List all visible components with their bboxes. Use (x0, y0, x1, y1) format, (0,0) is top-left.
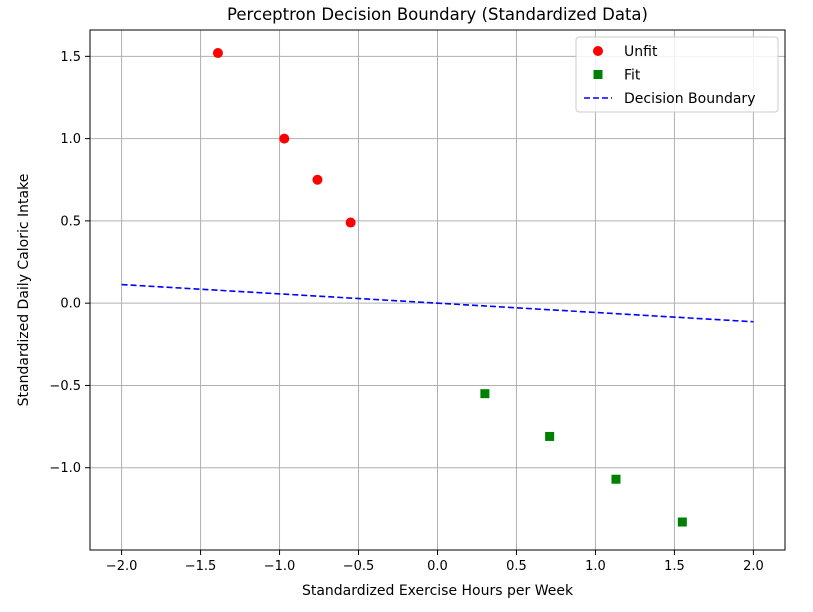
y-axis-label: Standardized Daily Caloric Intake (16, 174, 32, 407)
axis-ticks: −2.0 −1.5 −1.0 −0.5 0.0 0.5 1.0 1.5 2.0 −1.0 −0.5 0… (49, 50, 763, 574)
legend-entry: Fit (593, 68, 641, 84)
legend-label: Unfit (624, 44, 658, 60)
fit-point (545, 431, 555, 441)
legend-marker-square (593, 70, 603, 79)
x-tick-label: 0.5 (506, 559, 527, 574)
y-tick-label: −0.5 (49, 379, 81, 394)
x-tick-label: 2.0 (743, 559, 764, 574)
x-tick-label: 1.0 (585, 559, 606, 574)
x-tick-label: −1.5 (185, 559, 217, 574)
grid (90, 30, 785, 550)
legend-box (575, 36, 779, 113)
series (121, 48, 754, 527)
series-unfit (212, 48, 356, 228)
fit-point (611, 474, 621, 484)
series-decision-boundary (121, 283, 754, 323)
fit-point (677, 517, 687, 527)
x-tick-label: −0.5 (343, 559, 375, 574)
unfit-point (312, 174, 323, 185)
decision-boundary-line (121, 283, 754, 323)
x-tick-label: 0.0 (427, 559, 448, 574)
legend: Unfit Fit Decision Boundary (575, 36, 779, 113)
legend-entry: Decision Boundary (584, 91, 755, 107)
series-fit (480, 389, 687, 527)
x-tick-label: 1.5 (664, 559, 685, 574)
y-tick-label: 1.5 (60, 50, 81, 65)
chart-title: Perceptron Decision Boundary (Standardiz… (227, 5, 648, 24)
unfit-point (279, 133, 290, 144)
y-tick-label: −1.0 (49, 461, 81, 476)
y-tick-label: 0.5 (60, 214, 81, 229)
legend-label: Decision Boundary (624, 91, 755, 107)
x-tick-label: −2.0 (106, 559, 138, 574)
fit-point (480, 389, 490, 399)
unfit-point (212, 48, 223, 59)
y-tick-label: 1.0 (60, 132, 81, 147)
legend-label: Fit (624, 68, 641, 84)
legend-entry: Unfit (593, 44, 658, 60)
unfit-point (345, 217, 356, 228)
y-tick-label: 0.0 (60, 297, 81, 312)
legend-marker-circle (593, 46, 603, 56)
x-axis-label: Standardized Exercise Hours per Week (302, 583, 574, 599)
x-tick-label: −1.0 (264, 559, 296, 574)
